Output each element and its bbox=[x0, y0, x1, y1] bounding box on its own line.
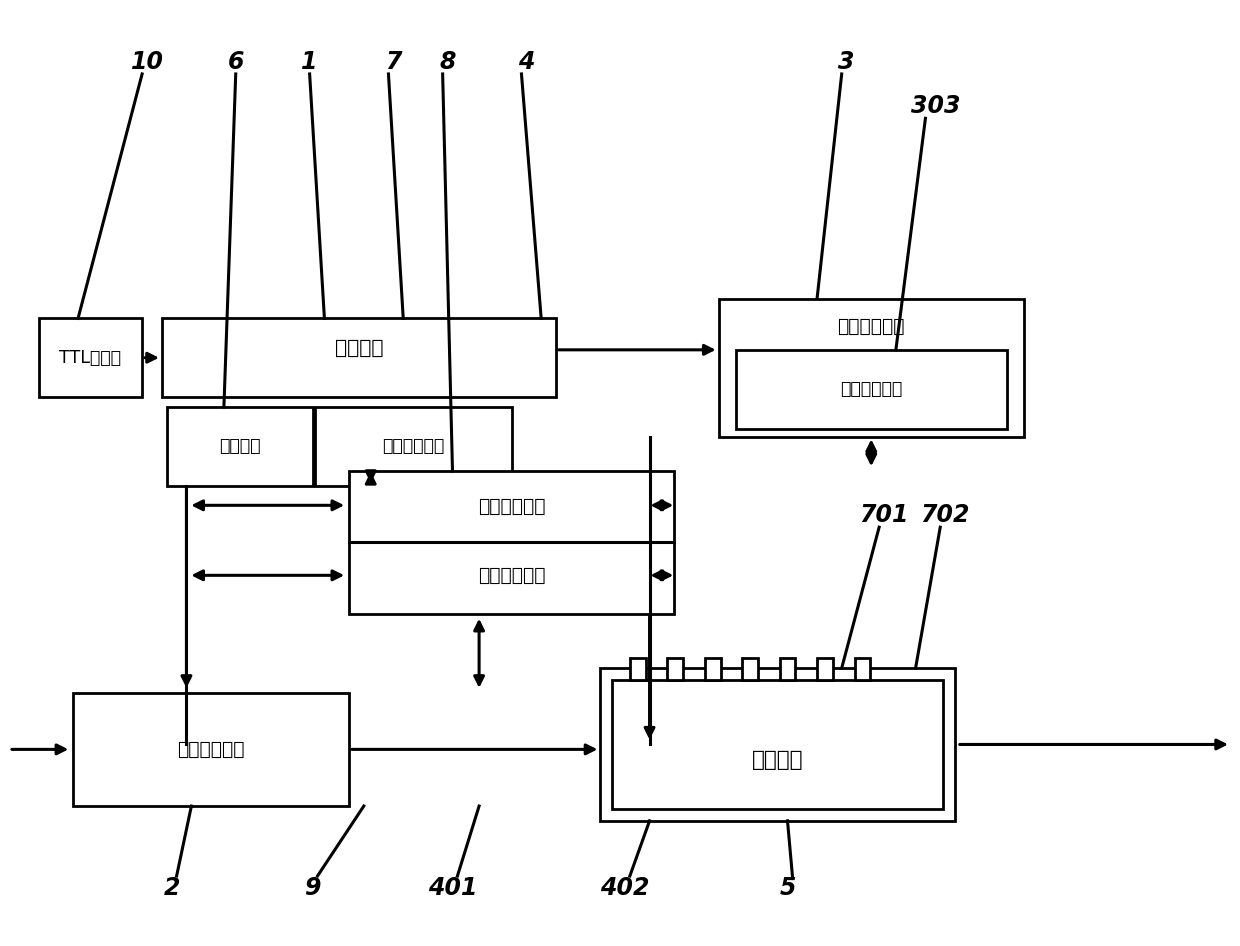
Text: 2: 2 bbox=[164, 876, 180, 900]
Bar bbox=[737, 350, 1007, 429]
Bar bbox=[315, 407, 512, 486]
Bar bbox=[348, 471, 675, 614]
Text: 检测模块: 检测模块 bbox=[219, 437, 260, 455]
Text: 副组硬件模块: 副组硬件模块 bbox=[837, 317, 905, 336]
Text: 401: 401 bbox=[428, 876, 477, 900]
Text: 702: 702 bbox=[920, 503, 970, 527]
Bar bbox=[162, 318, 556, 397]
Bar bbox=[817, 658, 833, 680]
Text: 控制单元: 控制单元 bbox=[335, 339, 383, 358]
Text: 辅控电路模块: 辅控电路模块 bbox=[841, 380, 903, 398]
Text: 6: 6 bbox=[227, 50, 244, 74]
Bar bbox=[704, 658, 720, 680]
Text: 蓄电池组: 蓄电池组 bbox=[751, 750, 804, 770]
Text: 3: 3 bbox=[838, 50, 854, 74]
Text: 402: 402 bbox=[600, 876, 650, 900]
Text: 7: 7 bbox=[386, 50, 402, 74]
Bar bbox=[743, 658, 758, 680]
Text: 8: 8 bbox=[439, 50, 456, 74]
Bar bbox=[854, 658, 870, 680]
Bar bbox=[718, 299, 1024, 436]
Text: 303: 303 bbox=[910, 95, 960, 118]
Text: 701: 701 bbox=[859, 503, 909, 527]
Bar bbox=[780, 658, 795, 680]
Bar bbox=[166, 407, 312, 486]
Bar bbox=[600, 668, 955, 821]
Text: 10: 10 bbox=[130, 50, 164, 74]
Bar bbox=[613, 680, 944, 809]
Text: 1: 1 bbox=[301, 50, 317, 74]
Text: TTL转接口: TTL转接口 bbox=[60, 349, 122, 367]
Bar bbox=[630, 658, 646, 680]
Text: 二级保护电路: 二级保护电路 bbox=[477, 566, 546, 585]
Bar bbox=[667, 658, 683, 680]
Text: 均衡电路模块: 均衡电路模块 bbox=[177, 740, 244, 759]
Bar bbox=[73, 692, 348, 806]
Text: 温度传感器组: 温度传感器组 bbox=[382, 437, 444, 455]
Text: 9: 9 bbox=[304, 876, 321, 900]
Text: 5: 5 bbox=[779, 876, 796, 900]
Text: 4: 4 bbox=[518, 50, 534, 74]
Bar bbox=[38, 318, 143, 397]
Text: 电流保护电路: 电流保护电路 bbox=[477, 498, 546, 517]
